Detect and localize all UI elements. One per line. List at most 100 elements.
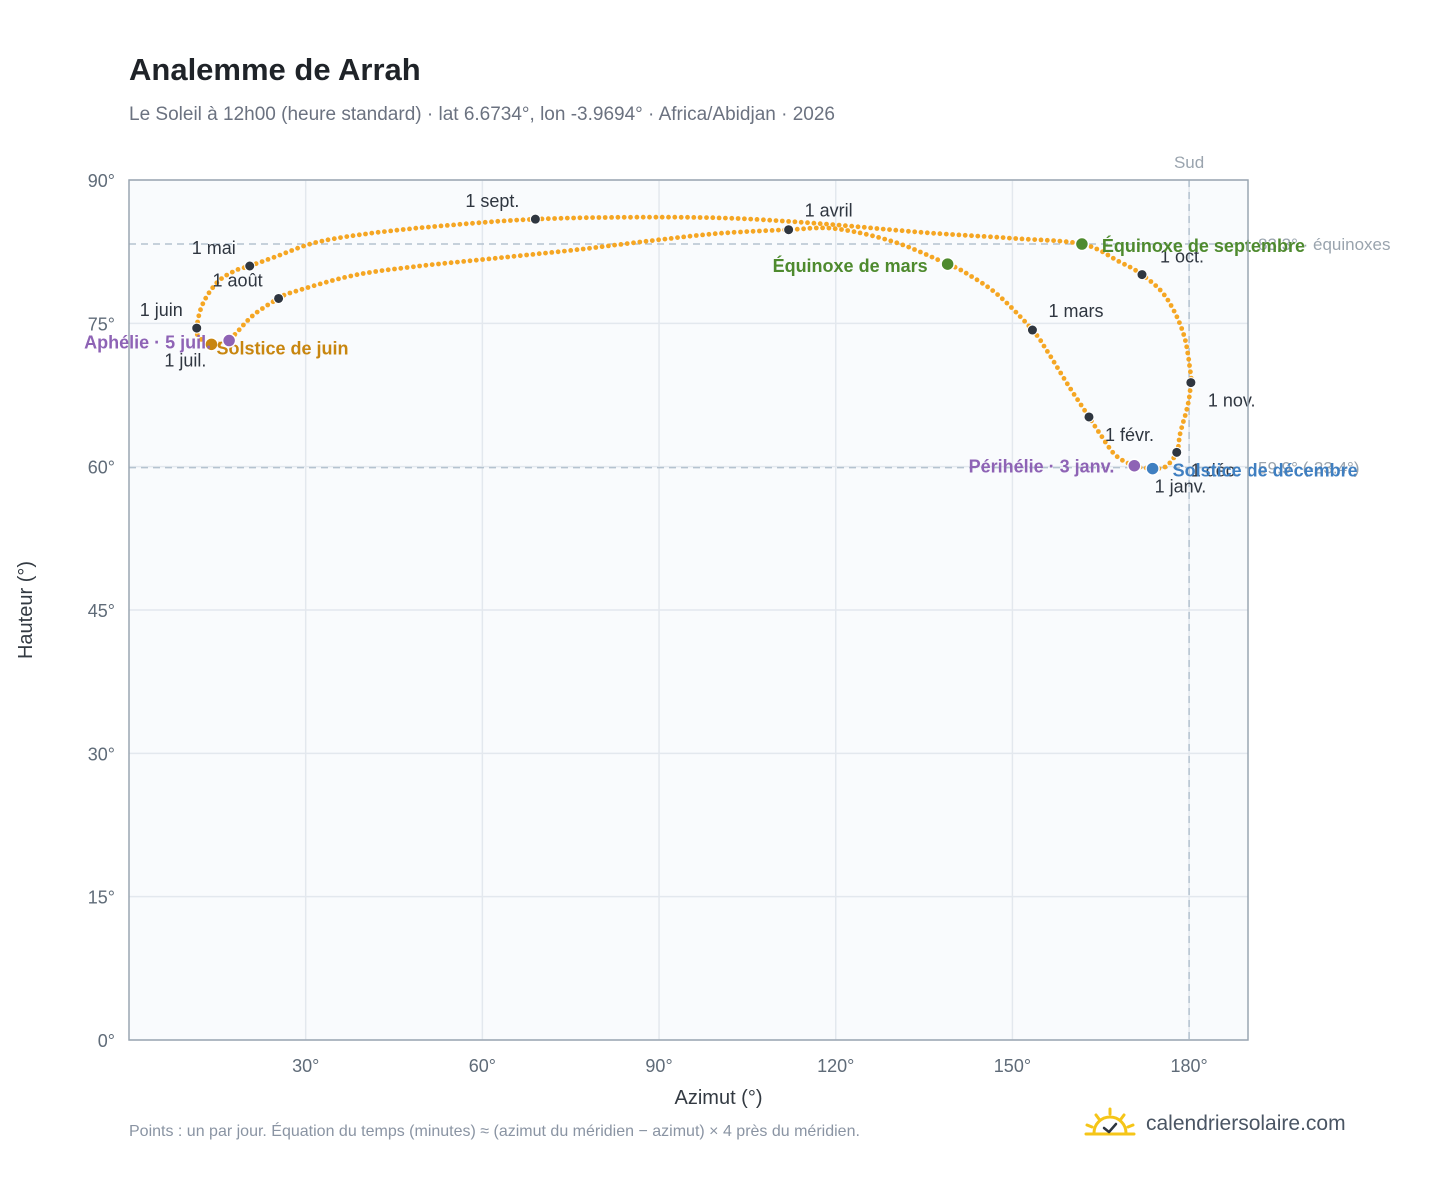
day-point: [338, 235, 343, 241]
day-point: [1157, 287, 1163, 293]
day-point: [609, 215, 614, 220]
day-point: [495, 218, 501, 224]
x-tick-label: 180°: [1170, 1056, 1207, 1076]
month-marker: [1136, 269, 1148, 281]
day-point: [763, 228, 769, 234]
day-point: [1153, 283, 1159, 288]
day-point: [824, 221, 829, 227]
day-point: [219, 276, 224, 281]
day-point: [198, 307, 203, 313]
day-point: [659, 214, 665, 220]
day-point: [417, 263, 422, 269]
reference-line-label: 59.9° (-23.4°): [1258, 459, 1359, 478]
day-point: [712, 231, 718, 237]
day-point: [1161, 292, 1167, 298]
day-point: [1038, 338, 1044, 344]
day-point: [1041, 343, 1047, 349]
y-tick-label: 30°: [88, 744, 115, 764]
day-point: [931, 230, 936, 236]
key-event-marker: [940, 256, 955, 272]
day-point: [906, 228, 911, 234]
day-point: [1133, 267, 1138, 273]
plot-frame: [128, 179, 1249, 1041]
day-point: [330, 278, 335, 283]
y-tick-label: 90°: [88, 171, 115, 191]
day-point: [463, 221, 469, 227]
day-point: [1032, 237, 1038, 243]
day-point: [640, 214, 646, 220]
day-point: [1179, 326, 1185, 331]
day-point: [963, 270, 969, 276]
day-point: [969, 233, 974, 239]
day-point: [367, 270, 372, 275]
day-point: [637, 239, 643, 245]
day-point: [229, 269, 235, 275]
day-point: [514, 217, 520, 223]
day-point: [723, 215, 728, 221]
day-point: [969, 274, 974, 279]
month-marker-label: 1 juin: [140, 300, 183, 320]
day-point: [265, 302, 271, 308]
day-point: [1038, 237, 1044, 243]
day-point: [836, 222, 842, 228]
day-point: [473, 257, 479, 263]
reference-line-label: 83.3° · équinoxes: [1258, 235, 1391, 254]
day-point: [631, 240, 636, 246]
day-point: [1063, 239, 1069, 245]
day-point: [260, 306, 265, 311]
day-point: [861, 224, 867, 230]
month-marker: [1026, 324, 1038, 336]
day-point: [754, 217, 760, 222]
day-point: [436, 261, 441, 267]
day-point: [1068, 386, 1074, 392]
day-point: [653, 214, 659, 220]
day-point: [668, 236, 674, 241]
day-point: [729, 215, 735, 221]
day-point: [811, 220, 817, 226]
x-tick-label: 150°: [994, 1056, 1031, 1076]
day-point: [577, 215, 583, 221]
day-point: [363, 231, 368, 237]
day-point: [956, 232, 962, 238]
day-point: [716, 215, 722, 221]
month-marker-label: 1 juil.: [164, 350, 206, 370]
day-point: [571, 215, 576, 221]
day-point: [792, 219, 798, 225]
day-point: [404, 265, 410, 270]
key-event-label: Périhélie · 3 janv.: [969, 457, 1115, 477]
key-event-label: Équinoxe de mars: [773, 255, 928, 276]
day-point: [438, 223, 444, 229]
day-point: [656, 237, 661, 243]
day-point: [373, 269, 379, 274]
y-tick-label: 15°: [88, 888, 115, 908]
brand-name[interactable]: calendriersolaire.com: [1146, 1112, 1346, 1135]
day-point: [549, 250, 555, 255]
day-point: [379, 268, 385, 273]
brand[interactable]: calendriersolaire.com: [1084, 1104, 1346, 1144]
day-point: [857, 230, 863, 236]
day-point: [899, 228, 905, 234]
month-marker: [273, 292, 285, 304]
day-point: [975, 233, 981, 239]
day-point: [839, 227, 844, 232]
day-point: [1181, 332, 1187, 337]
key-event-marker: [1145, 461, 1160, 476]
day-point: [317, 281, 323, 287]
day-point: [813, 225, 819, 231]
month-marker: [1185, 377, 1197, 389]
day-point: [530, 252, 536, 257]
day-point: [344, 234, 350, 240]
day-point: [350, 233, 356, 239]
day-point: [455, 259, 460, 265]
day-point: [731, 229, 737, 235]
day-point: [868, 225, 873, 231]
day-point: [295, 245, 300, 251]
day-point: [354, 272, 360, 278]
key-event-marker: [221, 333, 237, 348]
day-point: [1055, 365, 1060, 370]
y-tick-label: 0°: [98, 1031, 115, 1051]
day-point: [849, 223, 855, 229]
day-point: [1181, 419, 1186, 424]
day-point: [662, 236, 668, 242]
day-point: [448, 260, 454, 266]
